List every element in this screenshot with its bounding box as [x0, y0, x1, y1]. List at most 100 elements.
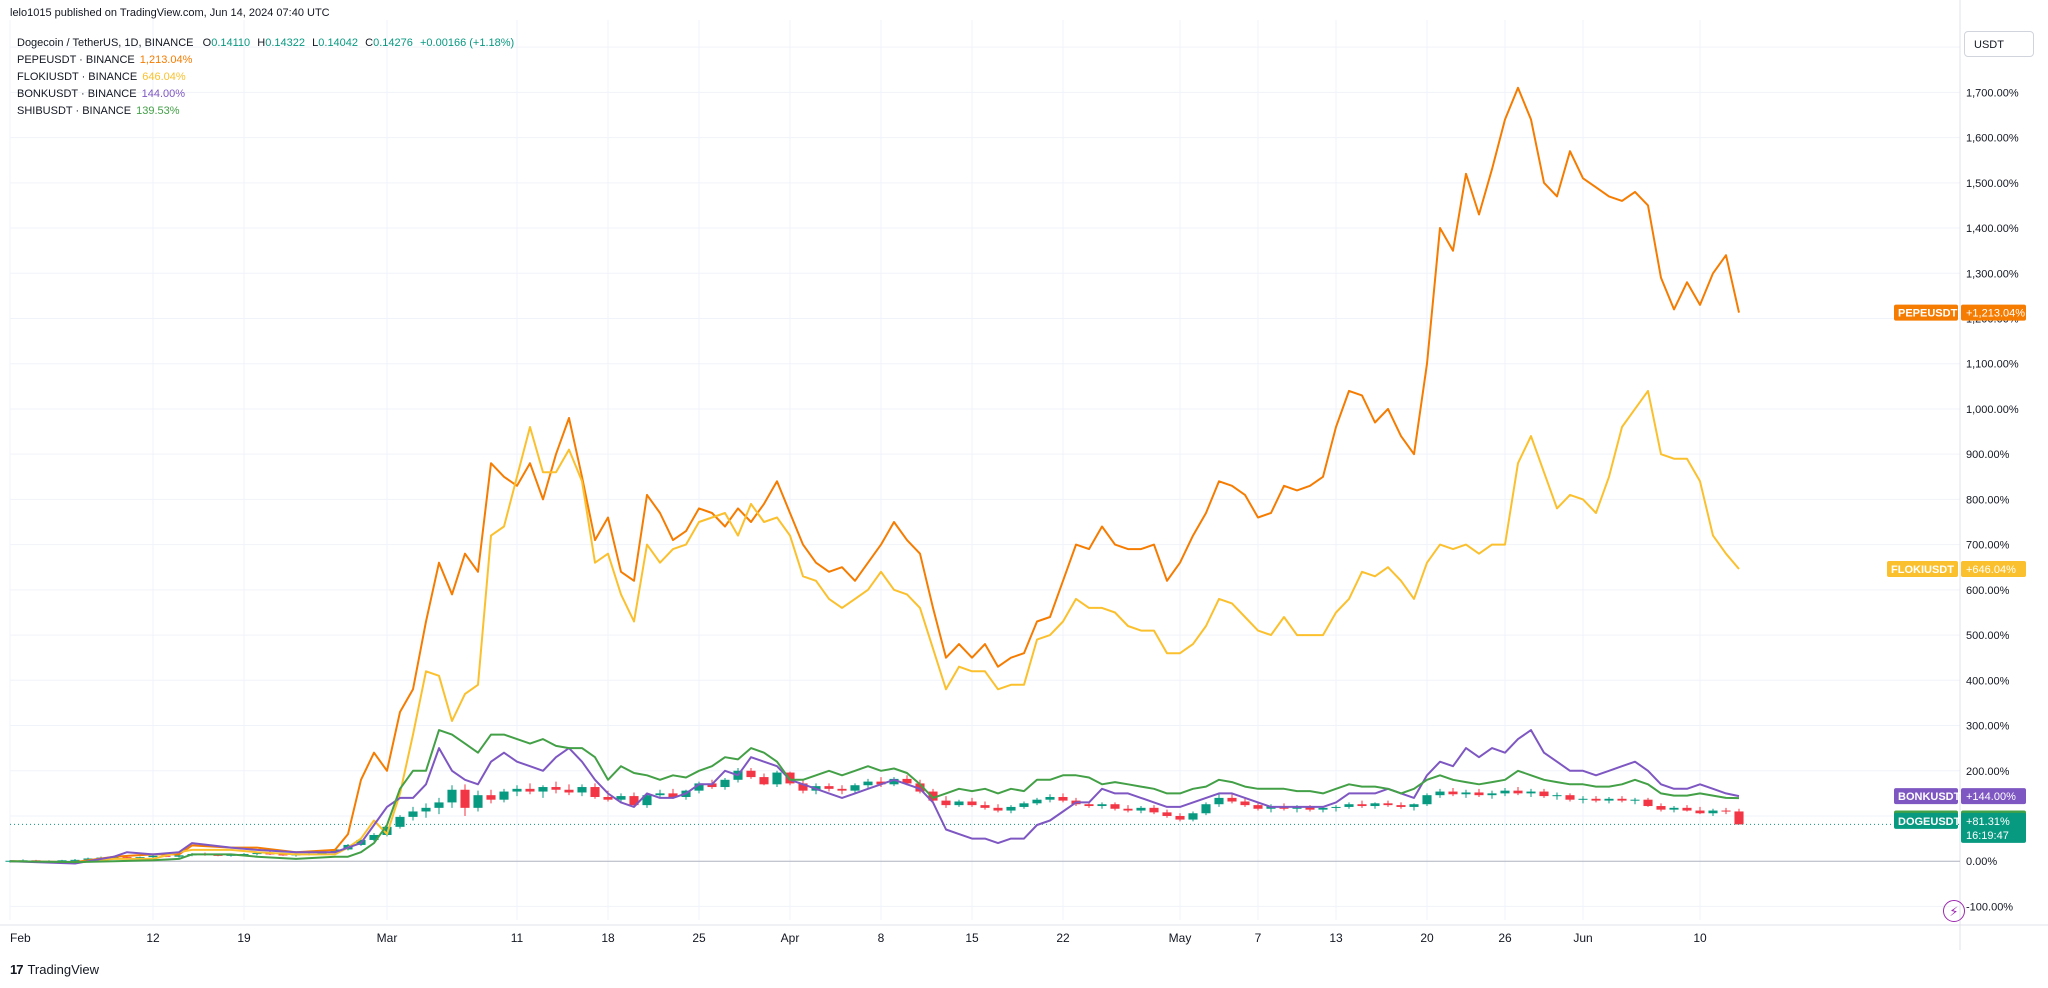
- series-name-text: PEPEUSDT: [1898, 308, 1958, 320]
- y-tick-label: 1,700.00%: [1966, 87, 2019, 99]
- legend-close: 0.14276: [373, 37, 413, 49]
- candle-body: [889, 778, 899, 785]
- y-tick-label: 0.00%: [1966, 856, 1997, 868]
- series-name-tag: [1894, 304, 1958, 321]
- candle-body: [1357, 804, 1367, 807]
- x-tick-label: 19: [237, 931, 251, 945]
- candle-body: [668, 793, 678, 797]
- candle-body: [1552, 795, 1562, 797]
- x-tick-label: May: [1169, 931, 1192, 945]
- candle-body: [1331, 806, 1341, 808]
- x-tick-label: 20: [1420, 931, 1434, 945]
- candle-body: [772, 772, 782, 785]
- candle-body: [148, 855, 158, 858]
- legend-compare-name: SHIBUSDT · BINANCE: [17, 105, 132, 117]
- legend-compare-pepe[interactable]: PEPEUSDT · BINANCE 1,213.04%: [17, 52, 515, 69]
- candle-body: [1539, 791, 1549, 797]
- series-line-flokiusdt: [9, 389, 1740, 864]
- x-tick-label: 10: [1693, 931, 1707, 945]
- legend-high-label: H: [257, 37, 266, 49]
- candle-body: [421, 807, 431, 812]
- candle-body: [1019, 803, 1029, 807]
- candle-body: [590, 787, 600, 797]
- candle-body: [83, 858, 93, 860]
- x-tick-label: Feb: [10, 931, 31, 945]
- legend-compare-value: 144.00%: [141, 88, 186, 100]
- candle-body: [1318, 807, 1328, 810]
- candle-body: [1487, 793, 1497, 796]
- candle-body: [1500, 790, 1510, 794]
- candle-body: [642, 795, 652, 806]
- legend-close-label: C: [365, 37, 374, 49]
- y-tick-label: 700.00%: [1966, 540, 2010, 552]
- x-tick-label: 8: [878, 931, 885, 945]
- candle-body: [473, 795, 483, 808]
- publish-info: lelo1015 published on TradingView.com, J…: [10, 7, 330, 19]
- last-value-label-pepeusdt: PEPEUSDT +1,213.04%: [1894, 304, 2026, 321]
- compare-series-lines: [9, 86, 1740, 865]
- candle-body: [1305, 806, 1315, 810]
- candle-body: [629, 796, 639, 806]
- candle-body: [1370, 803, 1380, 807]
- candle-body: [1643, 799, 1653, 807]
- x-tick-label: 22: [1056, 931, 1070, 945]
- y-tick-label: 800.00%: [1966, 494, 2010, 506]
- candle-body: [1435, 791, 1445, 796]
- last-value-label-dogeusdt: DOGEUSDT +81.31% 16:19:47: [1894, 812, 2026, 843]
- time-scale: Feb 12 19 Mar 11 18 25 Apr 8 15 22 May 7 13 20 26 Jun 10: [10, 931, 1707, 945]
- tradingview-brand[interactable]: 17 TradingView: [10, 962, 99, 977]
- series-name-text: BONKUSDT: [1898, 791, 1961, 803]
- candle-body: [1032, 799, 1042, 804]
- series-value-text: +144.00%: [1966, 791, 2016, 803]
- candle-body: [395, 816, 405, 827]
- series-value-tag: [1961, 304, 2026, 321]
- candle-body: [252, 853, 262, 855]
- candle-body: [746, 770, 756, 778]
- y-tick-label: 200.00%: [1966, 766, 2010, 778]
- candle-body: [1253, 805, 1263, 809]
- lightning-icon[interactable]: ⚡: [1943, 900, 1965, 922]
- candle-body: [135, 857, 145, 859]
- legend-main-row[interactable]: Dogecoin / TetherUS, 1D, BINANCE O0.1411…: [17, 35, 515, 52]
- x-tick-label: Jun: [1573, 931, 1592, 945]
- candle-body: [1591, 798, 1601, 801]
- candle-body: [1123, 808, 1133, 811]
- y-tick-label: 1,300.00%: [1966, 268, 2019, 280]
- candle-body: [915, 783, 925, 792]
- series-value-text: +1,213.04%: [1966, 308, 2025, 320]
- candle-body: [1188, 813, 1198, 820]
- legend-compare-name: BONKUSDT · BINANCE: [17, 88, 137, 100]
- candle-body: [1617, 798, 1627, 801]
- legend-compare-floki[interactable]: FLOKIUSDT · BINANCE 646.04%: [17, 69, 515, 86]
- candle-body: [954, 801, 964, 806]
- candle-body: [1383, 803, 1393, 806]
- y-tick-label: 1,100.00%: [1966, 359, 2019, 371]
- legend-compare-shib[interactable]: SHIBUSDT · BINANCE 139.53%: [17, 103, 515, 120]
- series-line-pepeusdt: [9, 86, 1740, 864]
- legend-compare-bonk[interactable]: BONKUSDT · BINANCE 144.00%: [17, 86, 515, 103]
- x-tick-label: 12: [146, 931, 160, 945]
- candle-body: [1045, 796, 1055, 800]
- y-tick-label: 1,400.00%: [1966, 223, 2019, 235]
- candle-body: [1175, 815, 1185, 820]
- candle-body: [785, 772, 795, 784]
- candle-body: [512, 788, 522, 792]
- candle-body: [122, 857, 132, 859]
- candle-body: [551, 787, 561, 790]
- legend-open-label: O: [202, 37, 212, 49]
- candle-body: [1513, 790, 1523, 794]
- candle-body: [525, 788, 535, 792]
- legend-open: 0.14110: [211, 37, 251, 49]
- candle-body: [1461, 792, 1471, 795]
- legend-main-symbol: Dogecoin / TetherUS, 1D, BINANCE: [17, 37, 194, 49]
- y-tick-label: 300.00%: [1966, 721, 2010, 733]
- candle-body: [538, 787, 548, 792]
- legend-change: +0.00166 (+1.18%): [420, 37, 515, 49]
- series-line-shibusdt: [9, 729, 1740, 864]
- candle-body: [1227, 797, 1237, 802]
- candle-body: [1396, 805, 1406, 807]
- price-unit-selector[interactable]: USDT: [1964, 31, 2034, 57]
- candle-body: [447, 789, 457, 803]
- candle-body: [603, 796, 613, 800]
